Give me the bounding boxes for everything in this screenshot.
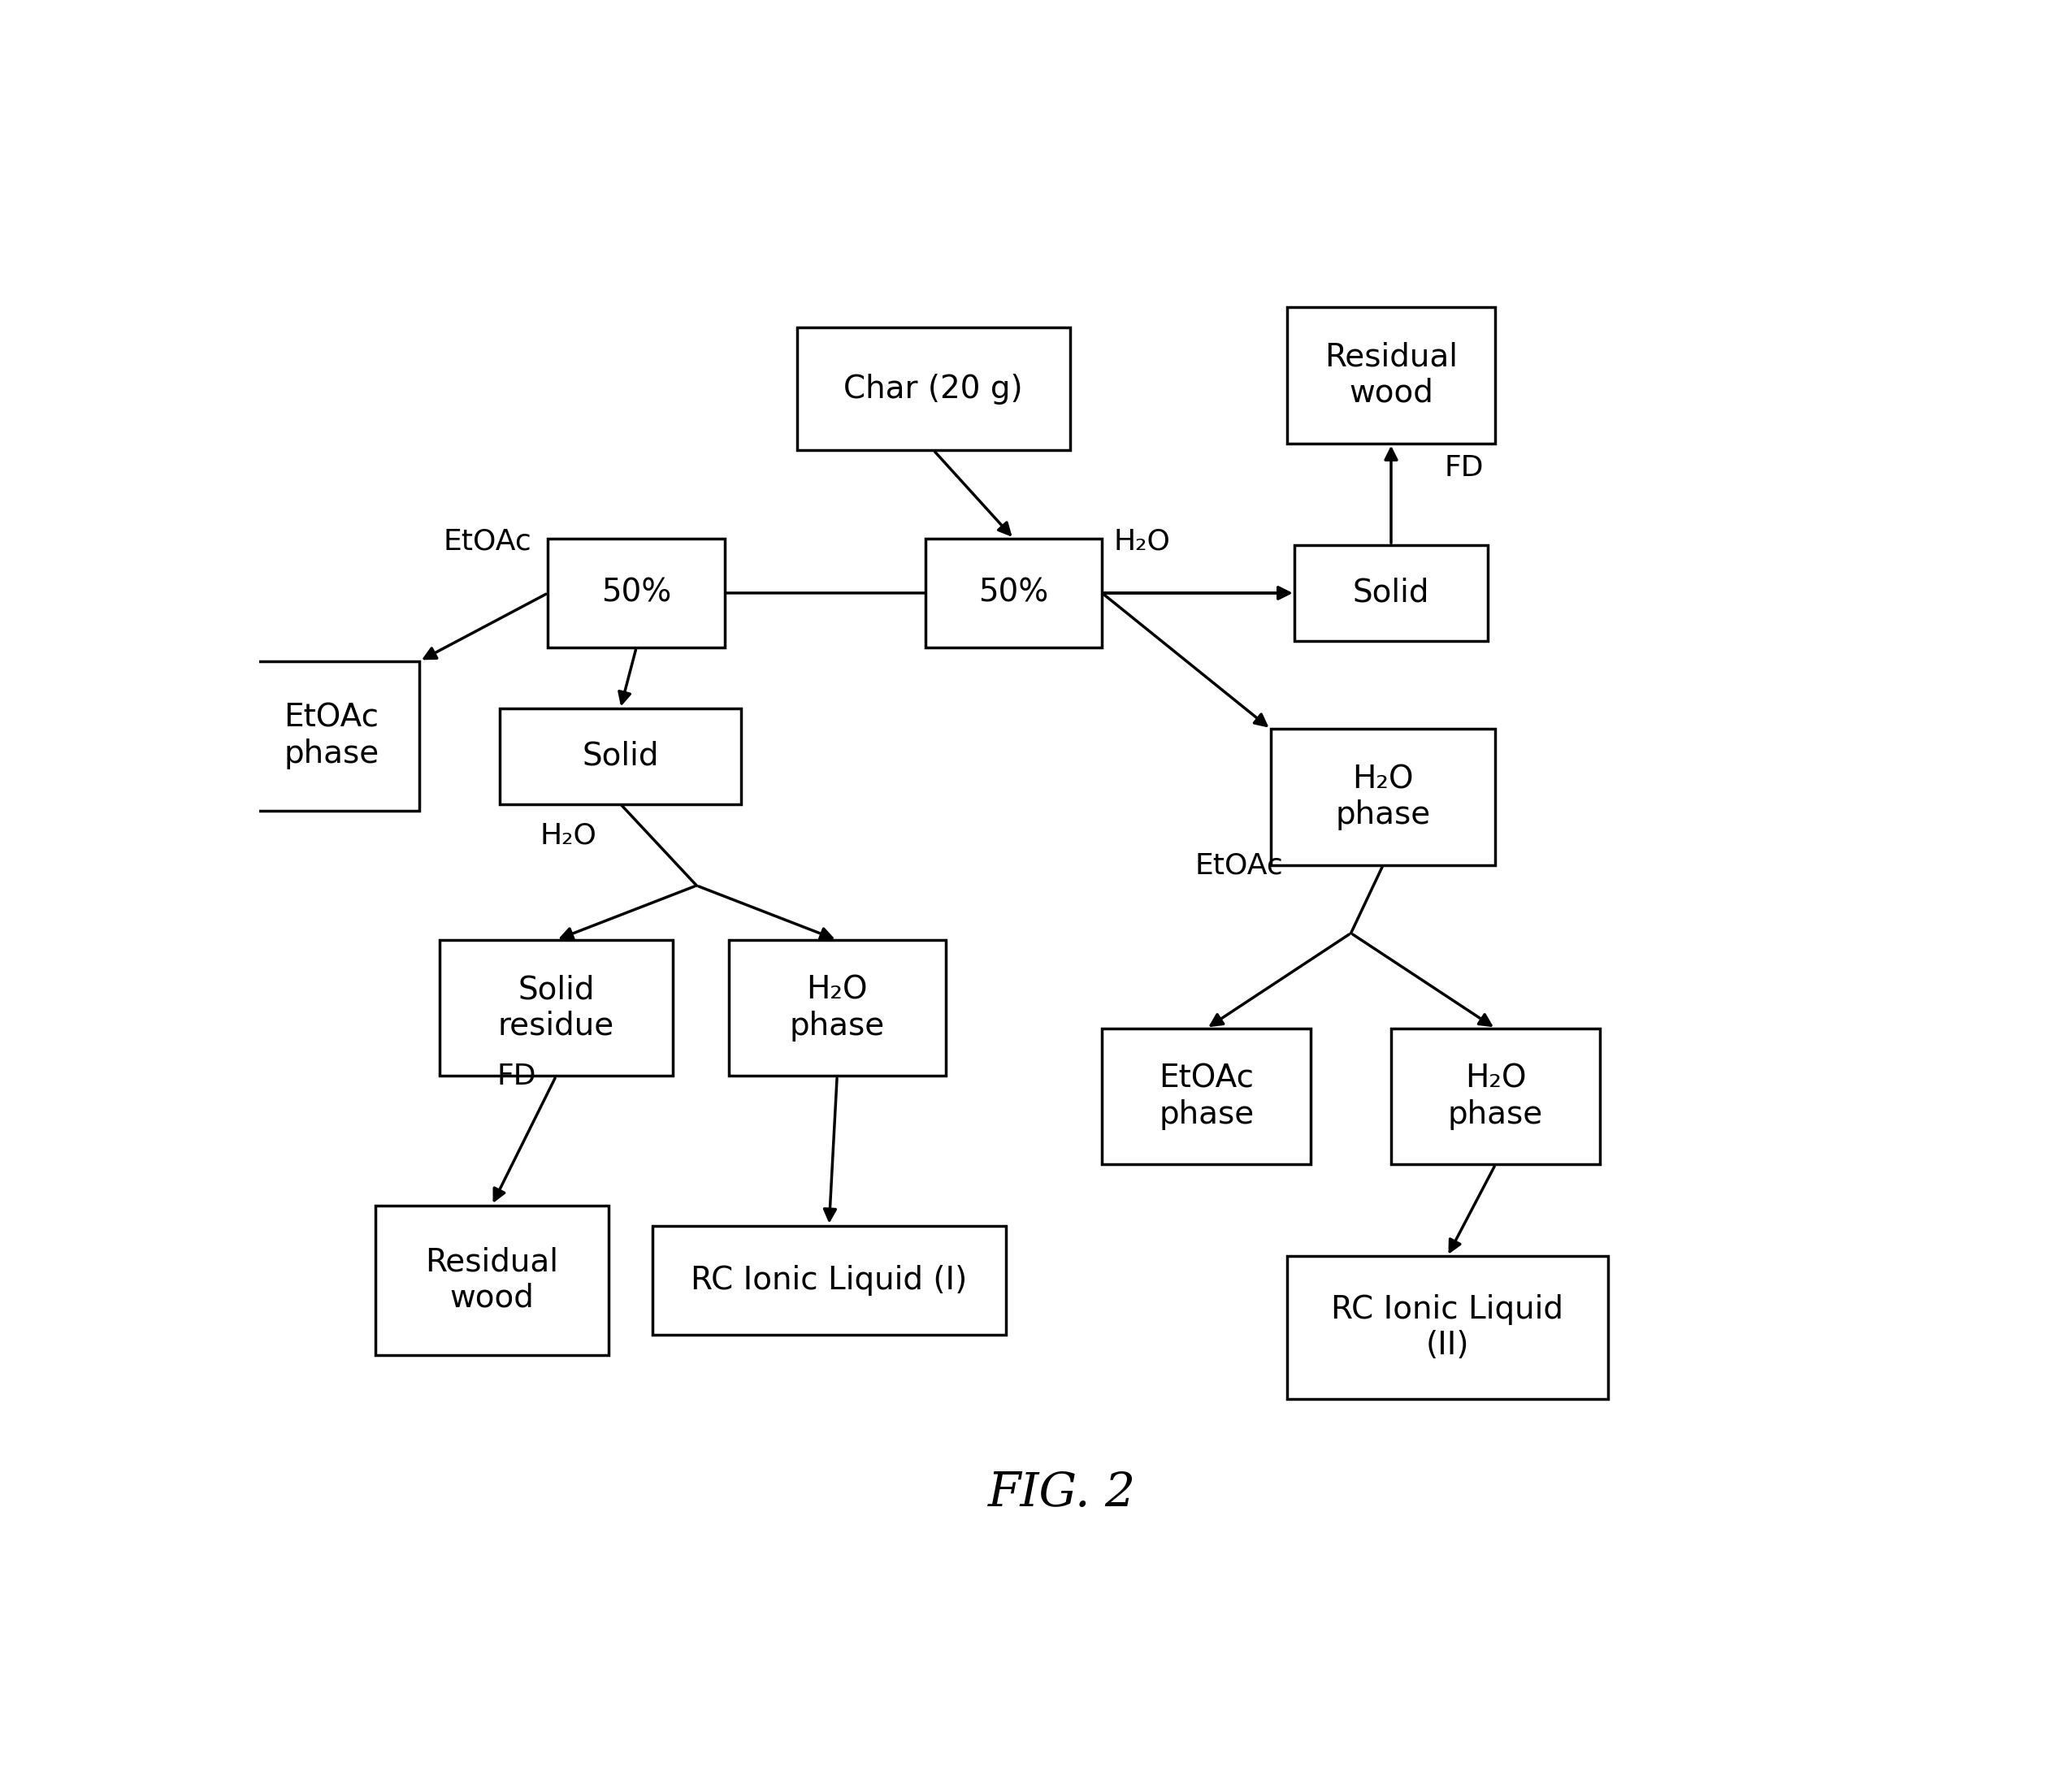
Text: H₂O
phase: H₂O phase bbox=[1336, 763, 1430, 830]
Text: Residual
wood: Residual wood bbox=[1324, 343, 1459, 408]
FancyBboxPatch shape bbox=[1287, 307, 1496, 444]
FancyBboxPatch shape bbox=[1102, 1028, 1312, 1164]
Text: EtOAc: EtOAc bbox=[443, 527, 533, 555]
FancyBboxPatch shape bbox=[798, 327, 1069, 451]
FancyBboxPatch shape bbox=[1390, 1028, 1600, 1164]
Text: H₂O
phase: H₂O phase bbox=[789, 975, 885, 1041]
FancyBboxPatch shape bbox=[1270, 730, 1496, 866]
FancyBboxPatch shape bbox=[375, 1205, 609, 1355]
Text: EtOAc: EtOAc bbox=[1196, 852, 1283, 880]
FancyBboxPatch shape bbox=[1287, 1256, 1608, 1399]
Text: FD: FD bbox=[1444, 454, 1484, 482]
Text: 50%: 50% bbox=[601, 578, 671, 608]
Text: FD: FD bbox=[497, 1062, 537, 1090]
FancyBboxPatch shape bbox=[729, 940, 945, 1076]
FancyBboxPatch shape bbox=[499, 709, 742, 804]
Text: EtOAc
phase: EtOAc phase bbox=[284, 703, 379, 769]
Text: H₂O: H₂O bbox=[1113, 527, 1171, 555]
Text: H₂O: H₂O bbox=[541, 822, 597, 850]
Text: Solid: Solid bbox=[1353, 578, 1430, 608]
Text: Char (20 g): Char (20 g) bbox=[843, 373, 1024, 405]
Text: RC Ionic Liquid
(II): RC Ionic Liquid (II) bbox=[1330, 1295, 1564, 1361]
FancyBboxPatch shape bbox=[653, 1226, 1005, 1334]
Text: Solid
residue: Solid residue bbox=[497, 975, 613, 1041]
Text: FIG. 2: FIG. 2 bbox=[988, 1470, 1135, 1516]
Text: H₂O
phase: H₂O phase bbox=[1448, 1064, 1544, 1129]
Text: RC Ionic Liquid (I): RC Ionic Liquid (I) bbox=[690, 1265, 968, 1295]
Text: Residual
wood: Residual wood bbox=[425, 1248, 559, 1313]
FancyBboxPatch shape bbox=[1295, 546, 1488, 641]
Text: Solid: Solid bbox=[582, 740, 659, 772]
FancyBboxPatch shape bbox=[242, 661, 419, 811]
FancyBboxPatch shape bbox=[439, 940, 673, 1076]
FancyBboxPatch shape bbox=[926, 539, 1102, 647]
Text: EtOAc
phase: EtOAc phase bbox=[1158, 1064, 1254, 1129]
Text: 50%: 50% bbox=[978, 578, 1048, 608]
FancyBboxPatch shape bbox=[547, 539, 725, 647]
